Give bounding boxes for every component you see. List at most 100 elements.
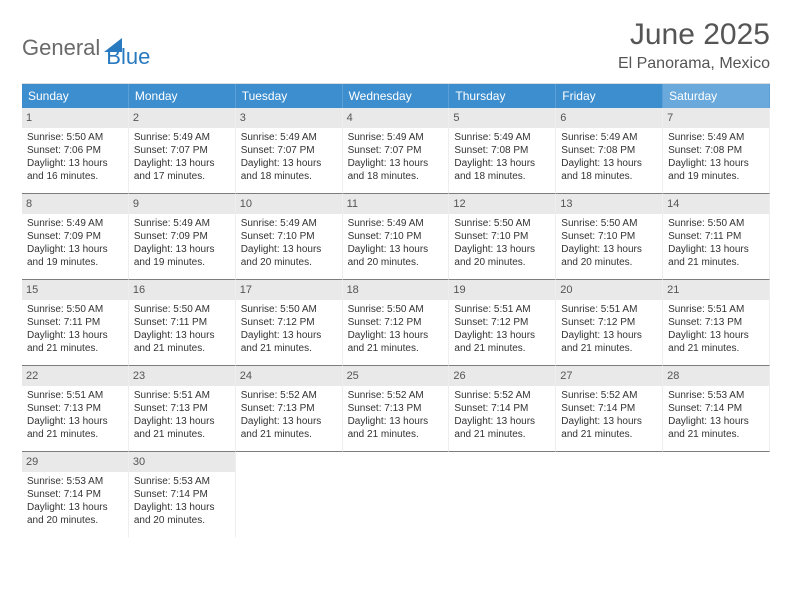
sunset-line: Sunset: 7:07 PM (348, 144, 444, 157)
sunset-line: Sunset: 7:10 PM (561, 230, 657, 243)
sunrise-line: Sunrise: 5:49 AM (241, 217, 337, 230)
daylight-line: Daylight: 13 hours and 21 minutes. (134, 329, 230, 355)
calendar-cell: 1Sunrise: 5:50 AMSunset: 7:06 PMDaylight… (22, 108, 129, 194)
sunset-line: Sunset: 7:08 PM (668, 144, 764, 157)
day-number: 28 (663, 366, 769, 386)
calendar-cell: 5Sunrise: 5:49 AMSunset: 7:08 PMDaylight… (449, 108, 556, 194)
sunset-line: Sunset: 7:10 PM (241, 230, 337, 243)
day-number: 30 (129, 452, 235, 472)
day-number: 18 (343, 280, 449, 300)
calendar-cell: 30Sunrise: 5:53 AMSunset: 7:14 PMDayligh… (129, 452, 236, 538)
calendar-cell: 16 Sunrise: 5:50 AMSunset: 7:11 PMDayligh… (129, 280, 236, 366)
calendar-cell: 10Sunrise: 5:49 AMSunset: 7:10 PMDayligh… (236, 194, 343, 280)
sunset-line: Sunset: 7:12 PM (348, 316, 444, 329)
day-number: 26 (449, 366, 555, 386)
page: General Blue June 2025 El Panorama, Mexi… (0, 0, 792, 612)
sunrise-line: Sunrise: 5:49 AM (454, 131, 550, 144)
weekday-header: Monday (129, 84, 236, 108)
daylight-line: Daylight: 13 hours and 21 minutes. (348, 329, 444, 355)
sunrise-line: Sunrise: 5:51 AM (454, 303, 550, 316)
sunset-line: Sunset: 7:14 PM (561, 402, 657, 415)
day-number: 29 (22, 452, 128, 472)
sunrise-line: Sunrise: 5:51 AM (134, 389, 230, 402)
daylight-line: Daylight: 13 hours and 21 minutes. (27, 415, 123, 441)
day-number: 5 (449, 108, 555, 128)
sunset-line: Sunset: 7:11 PM (134, 316, 230, 329)
sunset-line: Sunset: 7:12 PM (454, 316, 550, 329)
logo-text-general: General (22, 35, 100, 61)
daylight-line: Daylight: 13 hours and 16 minutes. (27, 157, 123, 183)
day-number: 16 (129, 280, 235, 300)
calendar-cell: 7Sunrise: 5:49 AMSunset: 7:08 PMDaylight… (663, 108, 770, 194)
day-number: 8 (22, 194, 128, 214)
sunrise-line: Sunrise: 5:50 AM (668, 217, 764, 230)
sunset-line: Sunset: 7:14 PM (668, 402, 764, 415)
title-block: June 2025 El Panorama, Mexico (618, 18, 770, 73)
sunset-line: Sunset: 7:13 PM (348, 402, 444, 415)
daylight-line: Daylight: 13 hours and 18 minutes. (561, 157, 657, 183)
calendar-cell: 22Sunrise: 5:51 AMSunset: 7:13 PMDayligh… (22, 366, 129, 452)
sunrise-line: Sunrise: 5:50 AM (134, 303, 230, 316)
sunset-line: Sunset: 7:10 PM (348, 230, 444, 243)
day-number: 13 (556, 194, 662, 214)
daylight-line: Daylight: 13 hours and 21 minutes. (668, 415, 764, 441)
daylight-line: Daylight: 13 hours and 21 minutes. (561, 415, 657, 441)
sunrise-line: Sunrise: 5:53 AM (134, 475, 230, 488)
sunset-line: Sunset: 7:13 PM (27, 402, 123, 415)
sunrise-line: Sunrise: 5:49 AM (241, 131, 337, 144)
calendar-cell: 15Sunrise: 5:50 AMSunset: 7:11 PMDayligh… (22, 280, 129, 366)
calendar-cell: 24Sunrise: 5:52 AMSunset: 7:13 PMDayligh… (236, 366, 343, 452)
sunrise-line: Sunrise: 5:50 AM (27, 303, 123, 316)
calendar-cell: 20Sunrise: 5:51 AMSunset: 7:12 PMDayligh… (556, 280, 663, 366)
sunrise-line: Sunrise: 5:50 AM (348, 303, 444, 316)
sunrise-line: Sunrise: 5:51 AM (561, 303, 657, 316)
calendar-grid: SundayMondayTuesdayWednesdayThursdayFrid… (22, 83, 770, 538)
sunrise-line: Sunrise: 5:50 AM (561, 217, 657, 230)
calendar-cell: 13Sunrise: 5:50 AMSunset: 7:10 PMDayligh… (556, 194, 663, 280)
calendar-cell: 18 Sunrise: 5:50 AMSunset: 7:12 PMDayligh… (343, 280, 450, 366)
day-number: 12 (449, 194, 555, 214)
sunrise-line: Sunrise: 5:50 AM (454, 217, 550, 230)
daylight-line: Daylight: 13 hours and 20 minutes. (241, 243, 337, 269)
weekday-header: Thursday (449, 84, 556, 108)
sunset-line: Sunset: 7:06 PM (27, 144, 123, 157)
daylight-line: Daylight: 13 hours and 21 minutes. (668, 329, 764, 355)
daylight-line: Daylight: 13 hours and 21 minutes. (27, 329, 123, 355)
day-number: 27 (556, 366, 662, 386)
sunset-line: Sunset: 7:11 PM (668, 230, 764, 243)
sunset-line: Sunset: 7:10 PM (454, 230, 550, 243)
page-title: June 2025 (618, 18, 770, 51)
day-number: 17 (236, 280, 342, 300)
day-number: 9 (129, 194, 235, 214)
sunset-line: Sunset: 7:14 PM (454, 402, 550, 415)
sunrise-line: Sunrise: 5:49 AM (668, 131, 764, 144)
logo: General Blue (22, 24, 150, 72)
daylight-line: Daylight: 13 hours and 20 minutes. (454, 243, 550, 269)
calendar-cell: 17Sunrise: 5:50 AMSunset: 7:12 PMDayligh… (236, 280, 343, 366)
weekday-header: Tuesday (236, 84, 343, 108)
calendar-cell: 11Sunrise: 5:49 AMSunset: 7:10 PMDayligh… (343, 194, 450, 280)
calendar-cell: 9Sunrise: 5:49 AMSunset: 7:09 PMDaylight… (129, 194, 236, 280)
sunset-line: Sunset: 7:13 PM (241, 402, 337, 415)
daylight-line: Daylight: 13 hours and 19 minutes. (134, 243, 230, 269)
sunrise-line: Sunrise: 5:52 AM (348, 389, 444, 402)
day-number: 2 (129, 108, 235, 128)
page-location: El Panorama, Mexico (618, 55, 770, 73)
sunset-line: Sunset: 7:09 PM (27, 230, 123, 243)
day-number: 11 (343, 194, 449, 214)
calendar-cell: 14Sunrise: 5:50 AMSunset: 7:11 PMDayligh… (663, 194, 770, 280)
weekday-header: Sunday (22, 84, 129, 108)
daylight-line: Daylight: 13 hours and 21 minutes. (241, 415, 337, 441)
calendar-cell: 27Sunrise: 5:52 AMSunset: 7:14 PMDayligh… (556, 366, 663, 452)
daylight-line: Daylight: 13 hours and 20 minutes. (27, 501, 123, 527)
sunset-line: Sunset: 7:13 PM (668, 316, 764, 329)
calendar-cell (556, 452, 663, 538)
day-number: 3 (236, 108, 342, 128)
day-number: 24 (236, 366, 342, 386)
calendar-cell (236, 452, 343, 538)
daylight-line: Daylight: 13 hours and 19 minutes. (668, 157, 764, 183)
weekday-header: Friday (556, 84, 663, 108)
sunset-line: Sunset: 7:14 PM (27, 488, 123, 501)
sunrise-line: Sunrise: 5:53 AM (27, 475, 123, 488)
daylight-line: Daylight: 13 hours and 21 minutes. (134, 415, 230, 441)
